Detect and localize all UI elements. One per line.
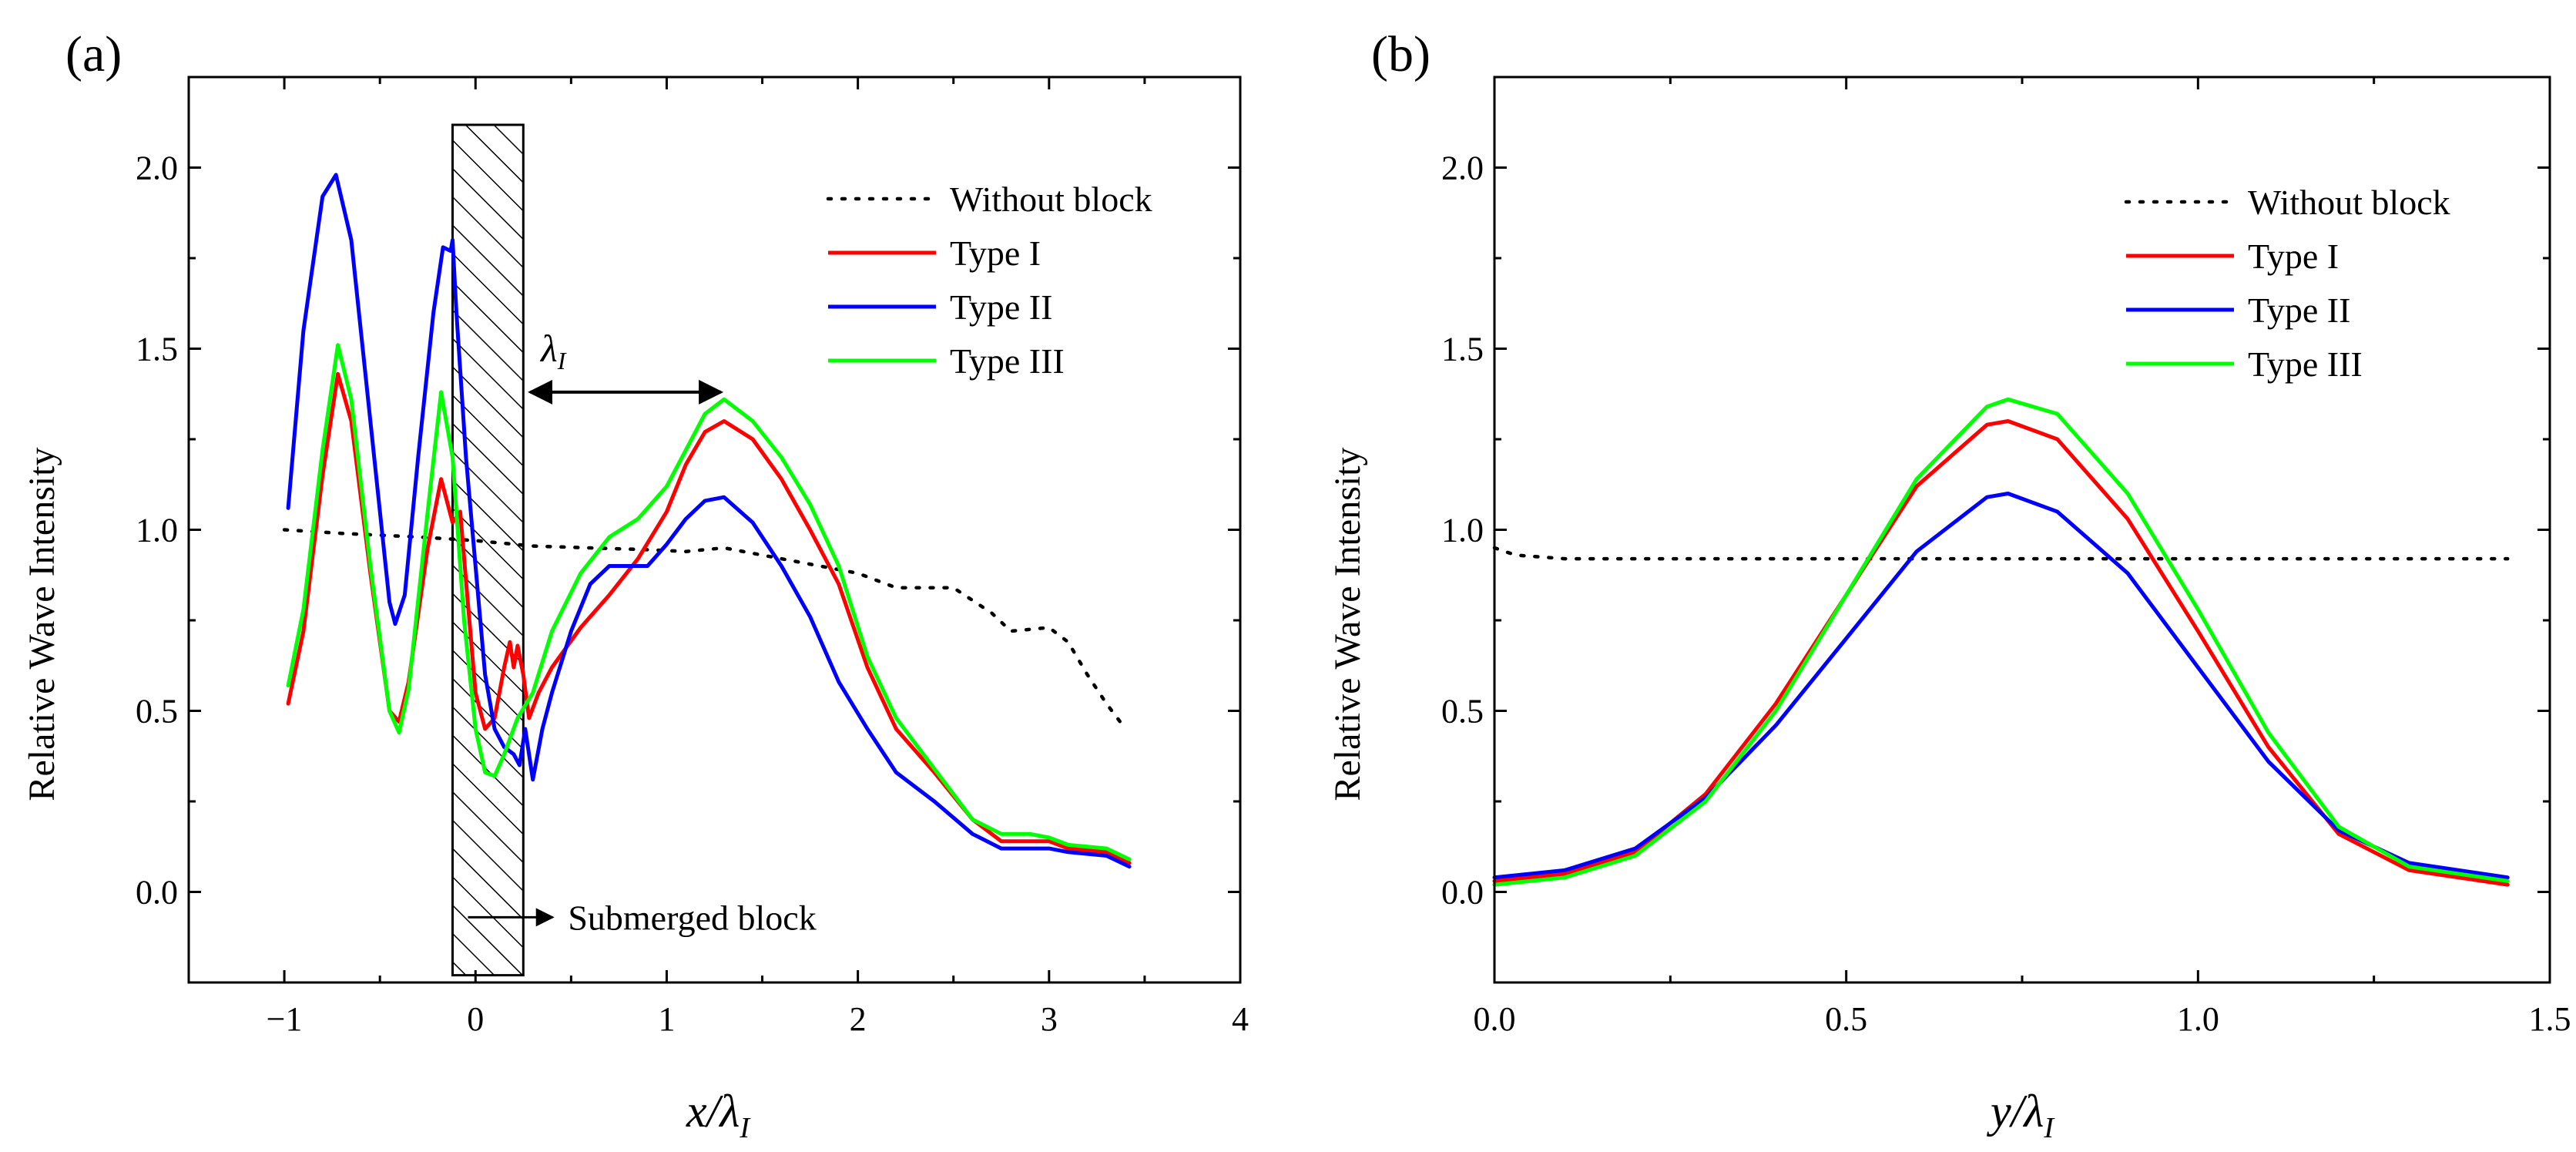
y-tick-label: 0.5 [136,693,178,730]
legend-label: Type III [2248,344,2363,384]
panel-a-legend: Without block Type I Type II Type III [826,180,1152,381]
panel-a-plot-frame [187,76,1242,984]
x-tick-label: 1.5 [2529,1000,2571,1038]
y-tick-label: 1.5 [1441,331,1484,368]
x-tick-label: 0.5 [1825,1000,1867,1038]
legend-label: Type II [950,287,1052,327]
panel-b-x-axis-title: y/λI [1986,1086,2055,1144]
legend-label: Without block [950,180,1152,219]
legend-label: Type II [2248,291,2350,330]
panel-b-series [1492,397,2510,887]
submerged-block-label: Submerged block [568,898,816,937]
y-tick-label: 0.0 [136,874,178,912]
series-line-type-i [1492,419,2510,887]
panel-b: (b) 0.0 0.5 1.0 1.5 0.0 0.5 1.0 1.5 2.0 Without … [1327,26,2571,1144]
series-line-without-block [282,528,1128,731]
legend-label: Without block [2248,183,2450,222]
panel-a-y-axis-title: Relative Wave Intensity [22,447,62,801]
x-tick-label: 2 [850,1000,867,1038]
y-tick-label: 1.0 [1441,512,1484,549]
legend-label: Type I [2248,237,2339,276]
series-line-type-iii [1492,397,2510,887]
x-tick-label: −1 [267,1000,303,1038]
panel-a-label: (a) [65,26,122,82]
legend-label: Type III [950,341,1065,381]
y-tick-label: 1.0 [136,512,178,549]
y-tick-label: 0.5 [1441,693,1484,730]
x-tick-label: 0 [467,1000,484,1038]
panel-b-legend: Without block Type I Type II Type III [2124,183,2450,384]
legend-label: Type I [950,233,1041,273]
y-tick-label: 2.0 [136,149,178,187]
x-tick-label: 0.0 [1474,1000,1516,1038]
panel-a-x-axis-title: x/λI [686,1086,751,1144]
series-line-type-iii [286,343,1132,861]
series-line-type-ii [1492,492,2510,880]
panel-b-label: (b) [1371,26,1431,82]
x-tick-label: 1.0 [2177,1000,2219,1038]
x-tick-label: 1 [658,1000,675,1038]
panel-a-series [282,173,1132,869]
y-tick-label: 1.5 [136,331,178,368]
series-line-type-ii [286,173,1132,869]
panel-b-y-axis-title: Relative Wave Intensity [1327,447,1368,801]
panel-b-plot-frame [1493,76,2551,984]
panel-a: (a) −1 0 1 2 3 4 0.0 0.5 1.0 1.5 2.0 λI Submerged … [22,26,1249,1144]
y-tick-label: 2.0 [1441,149,1484,187]
series-line-type-i [286,371,1132,865]
wavelength-annotation: λI [539,327,567,374]
series-line-without-block [1492,546,2510,561]
x-tick-label: 3 [1041,1000,1058,1038]
panel-a-ticks: −1 0 1 2 3 4 0.0 0.5 1.0 1.5 2.0 [136,76,1249,1038]
x-tick-label: 4 [1232,1000,1249,1038]
y-tick-label: 0.0 [1441,874,1484,912]
